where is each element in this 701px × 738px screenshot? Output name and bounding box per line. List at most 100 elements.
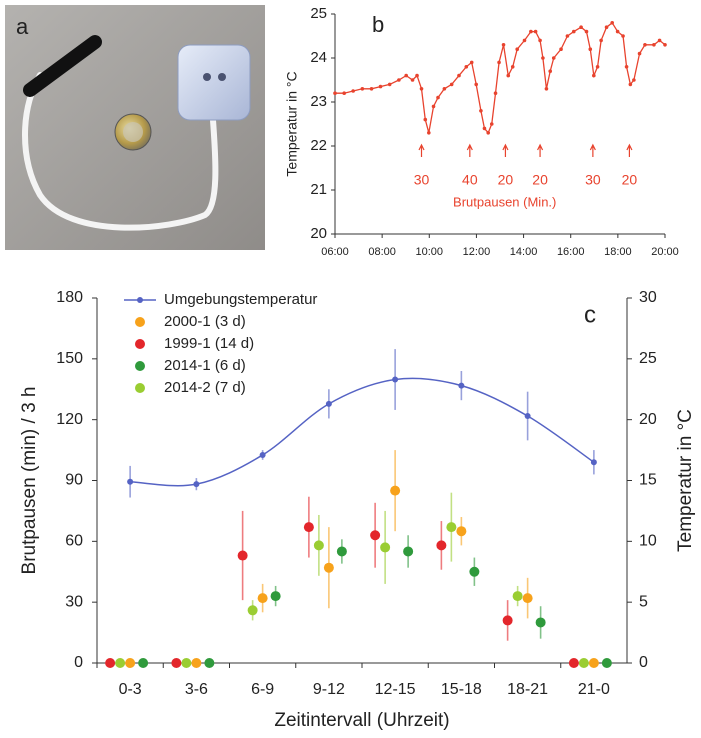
y-tick-label: 21	[310, 181, 327, 198]
x-tick-label: 08:00	[368, 246, 396, 258]
marker	[303, 522, 314, 533]
marker	[535, 617, 546, 628]
marker	[423, 117, 428, 122]
marker	[510, 65, 515, 69]
annotation-title: Brutpausen (Min.)	[453, 194, 556, 209]
marker	[579, 25, 583, 30]
x-tick-label: 9-12	[313, 681, 345, 698]
marker	[592, 73, 596, 78]
legend-marker	[137, 297, 143, 303]
annotation-arrow	[418, 143, 425, 157]
marker	[628, 82, 633, 87]
marker	[457, 73, 461, 78]
marker	[493, 91, 498, 95]
x-tick-label: 12:00	[463, 246, 491, 258]
marker	[193, 481, 200, 488]
marker	[578, 658, 589, 668]
y2-axis-label: Temperatur in °C	[675, 409, 696, 552]
marker	[387, 82, 392, 87]
marker	[397, 78, 401, 82]
marker	[336, 546, 347, 557]
marker	[565, 34, 570, 38]
marker	[538, 38, 542, 43]
y2-tick-label: 5	[639, 593, 648, 610]
marker	[456, 526, 467, 537]
x-tick-label: 18-21	[507, 681, 548, 698]
y-tick-label: 120	[56, 411, 83, 428]
y-tick-label: 180	[56, 289, 83, 306]
marker	[652, 43, 656, 47]
marker	[392, 376, 399, 383]
marker	[427, 131, 431, 135]
marker	[643, 43, 647, 47]
y2-tick-label: 30	[639, 289, 657, 306]
x-tick-label: 12-15	[375, 681, 416, 698]
marker	[512, 591, 523, 602]
marker	[615, 29, 620, 34]
marker	[621, 34, 625, 38]
legend-label: 2014-1 (6 d)	[164, 357, 246, 374]
marker	[464, 65, 469, 69]
marker	[497, 60, 501, 65]
marker	[380, 542, 391, 553]
x-tick-label: 20:00	[651, 246, 679, 258]
panel-label: a	[16, 14, 29, 39]
y2-tick-label: 20	[639, 411, 657, 428]
annotation-arrow	[626, 143, 633, 157]
y-tick-label: 30	[65, 593, 83, 610]
y-tick-label: 20	[310, 225, 327, 242]
legend-marker	[135, 339, 145, 349]
annotation-arrow	[502, 143, 509, 157]
marker	[657, 38, 662, 43]
x-tick-label: 21-0	[578, 681, 610, 698]
marker	[601, 658, 612, 668]
y-tick-label: 150	[56, 350, 83, 367]
marker	[506, 73, 511, 78]
marker	[590, 459, 597, 466]
marker	[415, 73, 419, 78]
marker	[259, 451, 266, 458]
marker	[191, 658, 202, 668]
x-tick-label: 3-6	[185, 681, 208, 698]
legend-label: 2014-2 (7 d)	[164, 379, 246, 396]
marker	[515, 47, 520, 51]
marker	[624, 65, 629, 69]
marker	[568, 658, 579, 668]
marker	[442, 87, 447, 91]
marker	[247, 605, 258, 616]
annotation: 30	[585, 172, 601, 188]
marker	[663, 43, 667, 47]
marker	[446, 522, 457, 533]
legend-label: Umgebungstemperatur	[164, 291, 317, 308]
marker	[502, 615, 513, 626]
marker	[588, 658, 599, 668]
marker	[125, 658, 136, 668]
marker	[127, 478, 134, 485]
y2-tick-label: 0	[639, 654, 648, 671]
legend-label: 2000-1 (3 d)	[164, 313, 246, 330]
x-tick-label: 15-18	[441, 681, 482, 698]
y-tick-label: 0	[74, 654, 83, 671]
marker	[431, 104, 436, 109]
legend-label: 1999-1 (14 d)	[164, 335, 254, 352]
y-tick-label: 24	[310, 49, 327, 66]
marker	[237, 550, 248, 561]
marker	[529, 29, 533, 34]
marker	[482, 126, 487, 131]
marker	[474, 82, 478, 87]
y-axis-label: Temperatur in °C	[284, 71, 300, 176]
marker	[522, 38, 527, 43]
panel-label: b	[372, 12, 384, 37]
marker	[390, 485, 401, 496]
y2-tick-label: 10	[639, 533, 657, 550]
x-tick-label: 16:00	[557, 246, 585, 258]
marker	[333, 91, 337, 95]
marker	[436, 540, 447, 551]
y2-tick-label: 15	[639, 472, 657, 489]
x-tick-label: 10:00	[416, 246, 444, 258]
marker	[479, 109, 483, 113]
marker	[369, 87, 374, 91]
y-axis-label: Brutpausen (min) / 3 h	[19, 387, 40, 575]
annotation-arrow	[537, 143, 544, 157]
